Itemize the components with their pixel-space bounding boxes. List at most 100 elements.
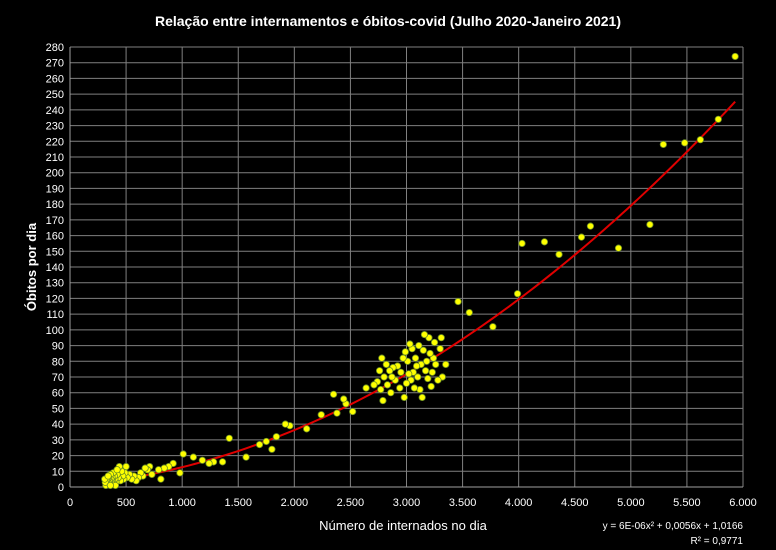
data-point [423, 357, 431, 365]
gridlines [69, 46, 744, 488]
x-tick-label: 5.500 [673, 497, 701, 509]
data-point [397, 368, 405, 376]
data-point [396, 384, 404, 392]
y-tick-label: 220 [46, 136, 64, 148]
data-point [406, 340, 414, 348]
data-point [262, 437, 270, 446]
y-tick-label: 120 [46, 293, 64, 305]
x-axis-label: Número de internados no dia [319, 518, 487, 533]
y-tick-label: 30 [52, 435, 64, 447]
data-point [420, 330, 429, 339]
data-point [388, 373, 396, 381]
data-point [272, 433, 280, 441]
data-point [387, 389, 395, 397]
data-point [189, 453, 197, 461]
data-point [106, 481, 114, 490]
data-point [377, 385, 385, 394]
data-point [333, 409, 341, 417]
x-tick-label: 6.000 [729, 497, 757, 509]
x-tick-label: 1.000 [168, 497, 196, 509]
y-tick-label: 60 [52, 388, 64, 400]
data-point [179, 450, 187, 458]
y-tick-label: 70 [52, 372, 64, 384]
y-tick-label: 150 [46, 246, 64, 258]
data-point [225, 434, 233, 442]
data-point [303, 425, 311, 433]
data-point [380, 373, 388, 381]
y-tick-label: 160 [46, 231, 64, 243]
data-point [414, 373, 422, 381]
y-tick-label: 200 [46, 168, 64, 180]
data-point [340, 395, 348, 403]
data-point [421, 367, 430, 375]
data-point [411, 354, 420, 362]
x-tick-label: 2.000 [281, 497, 309, 509]
data-point [646, 220, 654, 229]
data-point [379, 396, 387, 405]
data-point [614, 244, 623, 252]
data-point [436, 345, 444, 353]
y-tick-label: 140 [46, 262, 64, 274]
data-point [426, 349, 434, 358]
y-tick-label: 170 [46, 215, 64, 227]
data-point [659, 140, 667, 149]
data-point [386, 367, 394, 375]
data-point [349, 407, 357, 416]
data-point [434, 376, 442, 384]
data-point [454, 297, 462, 306]
y-tick-label: 0 [58, 482, 64, 494]
data-point [104, 472, 112, 480]
data-point [317, 411, 325, 419]
y-tick-label: 270 [46, 58, 64, 70]
data-point [714, 115, 722, 123]
data-point [430, 338, 439, 347]
data-point [402, 379, 411, 387]
data-point [176, 469, 184, 477]
data-point [141, 464, 149, 472]
x-tick-label: 3.500 [449, 497, 477, 509]
data-point [415, 341, 423, 350]
y-tick-label: 190 [46, 183, 64, 195]
x-tick-label: 4.500 [561, 497, 589, 509]
data-point [400, 393, 408, 402]
y-tick-label: 80 [52, 356, 64, 368]
data-point [113, 466, 121, 474]
data-point [428, 368, 436, 376]
data-point [399, 354, 407, 362]
data-point [419, 346, 427, 354]
y-tick-label: 240 [46, 105, 64, 117]
data-point [405, 370, 413, 378]
trendline-equation: y = 6E-06x² + 0,0056x + 1,0166 [603, 521, 744, 532]
y-tick-label: 130 [46, 278, 64, 290]
y-tick-label: 10 [52, 466, 64, 478]
data-point [465, 308, 473, 317]
y-tick-label: 250 [46, 89, 64, 101]
data-point [518, 239, 526, 248]
data-point [513, 290, 522, 298]
x-tick-label: 3.000 [393, 497, 421, 509]
y-tick-label: 180 [46, 199, 64, 211]
data-point [586, 222, 595, 230]
data-point [696, 136, 704, 144]
x-tick-label: 2.500 [337, 497, 365, 509]
trendline-r2: R² = 0,9771 [690, 536, 743, 547]
y-tick-label: 40 [52, 419, 64, 431]
x-tick-label: 5.000 [617, 497, 645, 509]
data-point [281, 420, 289, 428]
data-point [383, 381, 392, 389]
data-point [329, 390, 338, 398]
data-point [242, 453, 250, 461]
data-point [198, 456, 206, 464]
y-tick-label: 230 [46, 121, 64, 133]
data-point [268, 445, 276, 453]
axes [69, 47, 743, 488]
tick-labels: 0 10 20 30 40 50 60 70 80 90 100 110 120 130 140 150 160… [46, 42, 757, 509]
y-tick-label: 100 [46, 325, 64, 337]
y-tick-label: 90 [52, 341, 64, 353]
data-point [378, 354, 386, 362]
y-tick-label: 110 [46, 309, 64, 321]
data-point [205, 459, 213, 468]
data-point [555, 250, 563, 259]
data-point [382, 360, 390, 369]
